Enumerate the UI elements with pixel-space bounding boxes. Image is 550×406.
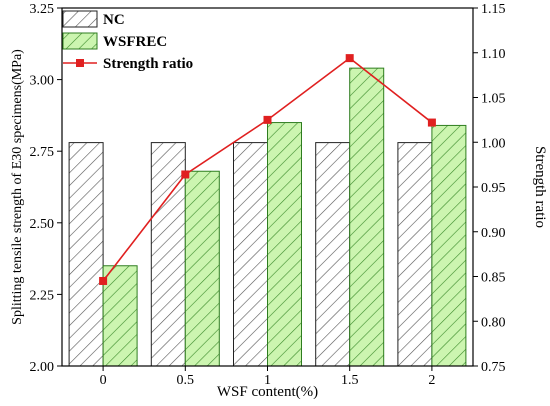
bar-nc-1 xyxy=(233,142,268,367)
bar-nc-2 xyxy=(397,142,433,367)
y2-tick-label: 1.05 xyxy=(481,92,506,107)
strength-ratio-point-2 xyxy=(427,118,436,127)
y2-tick-label: 0.85 xyxy=(481,271,506,286)
y2-tick-label: 0.95 xyxy=(481,181,506,196)
y2-tick-label: 0.90 xyxy=(481,226,506,241)
legend-swatch-wsfrec xyxy=(62,32,98,50)
bar-wsfrec-2 xyxy=(431,124,467,367)
bar-nc-1.5 xyxy=(315,142,351,367)
y-axis-label: Splitting tensile strength of E30 specim… xyxy=(10,49,25,325)
bar-wsfrec-0.5 xyxy=(184,170,220,367)
y-tick-label: 2.50 xyxy=(30,217,55,232)
y2-tick-label: 1.10 xyxy=(481,47,506,62)
bar-wsfrec-0 xyxy=(102,265,138,367)
strength-ratio-point-0.5 xyxy=(181,170,190,179)
bar-wsfrec-1.5 xyxy=(349,67,385,367)
y-tick-label: 3.00 xyxy=(30,74,55,89)
bars-layer xyxy=(68,67,467,367)
bar-nc-0.5 xyxy=(150,142,186,367)
x-tick-label: 0 xyxy=(100,373,107,388)
legend: NC WSFREC Strength ratio xyxy=(62,10,193,72)
strength-ratio-point-1 xyxy=(263,115,272,124)
y-tick-label: 2.00 xyxy=(30,360,55,375)
y-tick-label: 2.25 xyxy=(30,288,55,303)
x-tick-label: 0.5 xyxy=(177,373,195,388)
y2-tick-label: 1.00 xyxy=(481,136,506,151)
y2-tick-label: 1.15 xyxy=(481,2,506,17)
x-tick-label: 2 xyxy=(428,373,435,388)
axes-layer: 2.00 2.25 2.50 2.75 3.00 3.25 0.75 0.80 0.85 0.90… xyxy=(30,2,506,388)
x-tick-label: 1.5 xyxy=(341,373,359,388)
strength-ratio-line-layer xyxy=(99,54,436,285)
legend-label-ratio: Strength ratio xyxy=(103,56,193,72)
strength-ratio-point-0 xyxy=(99,276,108,285)
legend-swatch-nc xyxy=(62,10,98,28)
y2-axis-label: Strength ratio xyxy=(532,146,548,228)
legend-swatch-ratio-marker xyxy=(76,59,84,67)
y-tick-label: 3.25 xyxy=(30,2,55,17)
legend-label-nc: NC xyxy=(103,12,125,28)
y2-tick-label: 0.80 xyxy=(481,315,506,330)
x-axis-label: WSF content(%) xyxy=(217,384,318,400)
legend-label-wsfrec: WSFREC xyxy=(103,34,167,50)
y-tick-label: 2.75 xyxy=(30,145,55,160)
strength-ratio-point-1.5 xyxy=(345,54,354,63)
bar-wsfrec-1 xyxy=(267,122,302,367)
x-tick-label: 1 xyxy=(264,373,271,388)
y2-tick-label: 0.75 xyxy=(481,360,506,375)
bar-nc-0 xyxy=(68,142,104,367)
